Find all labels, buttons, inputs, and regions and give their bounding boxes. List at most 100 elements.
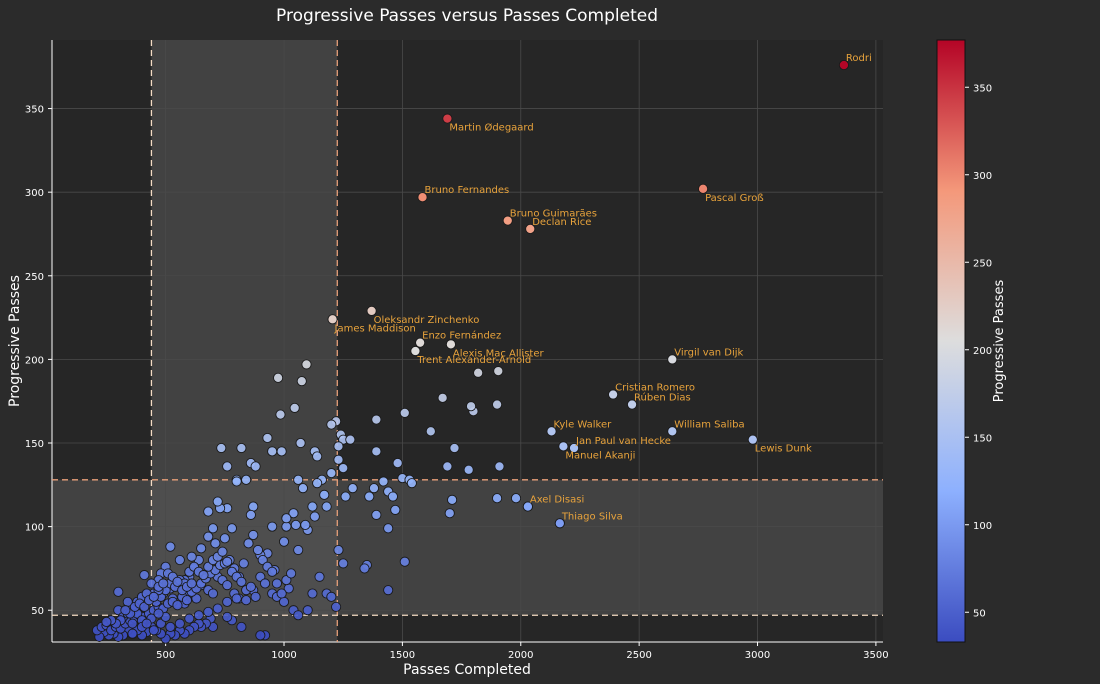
data-point-labeled [502,215,513,226]
data-point [186,551,197,562]
data-point [203,506,214,517]
point-label: Declan Rice [532,217,591,228]
data-point [312,478,323,489]
point-label: Enzo Fernández [422,330,501,342]
data-point [442,461,453,472]
data-point [392,458,403,469]
colorbar-tick-label: 100 [973,521,992,532]
y-tick-label: 300 [25,188,44,199]
data-point [196,543,207,554]
data-point [295,437,306,449]
data-point [238,558,249,569]
data-point [275,409,286,420]
data-point [307,588,318,599]
data-point [113,586,124,597]
data-point [347,483,358,494]
data-point [231,476,242,487]
data-point [289,402,300,413]
data-point [174,555,185,566]
y-tick-label: 100 [25,523,44,534]
data-point [212,496,223,507]
data-point [314,571,325,582]
data-point [312,451,323,462]
data-point [222,596,233,607]
data-point [139,570,150,581]
data-point [492,493,503,504]
data-point [297,483,309,494]
x-tick-label: 2000 [508,650,533,661]
y-tick-label: 250 [25,272,44,283]
data-point [255,630,266,641]
data-point-labeled [626,399,638,410]
data-point [248,529,259,541]
x-tick-label: 1500 [390,650,415,661]
data-point [241,474,252,485]
data-point [383,523,394,534]
data-point [387,491,398,502]
data-point [449,442,460,454]
data-point [172,600,183,611]
data-point [158,578,169,589]
data-point [127,628,138,639]
data-point [248,501,259,512]
data-point [406,478,417,489]
point-label: Thiago Silva [561,511,623,522]
x-axis-label: Passes Completed [403,662,531,678]
data-point [463,464,474,475]
data-point [281,521,292,532]
colorbar-tick-label: 250 [973,258,992,269]
data-point [267,446,278,457]
data-point-labeled [838,60,849,71]
data-point-labeled [410,345,421,357]
point-label: Alexis Mac Allister [453,348,545,359]
data-point [245,581,256,592]
data-point [210,538,221,549]
x-tick-label: 500 [156,650,175,661]
point-label: James Maddison [334,323,416,334]
colorbar-tick-label: 350 [973,83,992,94]
point-label: Rúben Dias [634,392,691,404]
colorbar-tick-label: 150 [973,433,992,444]
data-point-labeled [568,442,580,454]
data-point [333,454,344,465]
data-point [319,489,330,500]
data-point [345,434,356,445]
data-point [444,508,455,519]
data-point [262,432,273,444]
data-point-labeled [554,518,565,529]
y-tick-label: 200 [25,355,44,366]
data-point [148,591,159,602]
x-tick-label: 2500 [626,650,651,661]
data-point [127,618,138,629]
data-point [278,536,290,547]
data-point [378,476,389,487]
data-point [494,461,505,472]
data-point [250,591,261,602]
data-point [198,570,209,581]
data-point [153,608,164,619]
data-point [174,618,185,629]
data-point [390,504,401,515]
data-point [141,618,152,629]
data-point [165,621,176,633]
data-point [245,509,256,520]
data-point [165,541,176,552]
point-label: Trent Alexander-Arnold [416,355,531,366]
point-label: Martin Ødegaard [449,122,533,134]
data-point [492,399,503,410]
data-point [437,392,448,403]
data-point [203,606,214,617]
chart-title: Progressive Passes versus Passes Complet… [276,6,658,26]
data-point [252,544,264,556]
data-point [267,566,278,577]
x-tick-label: 3000 [745,650,770,661]
data-point [331,601,342,612]
data-point [276,446,287,457]
data-point-labeled [522,501,533,512]
data-point [212,603,223,614]
data-point [276,588,287,599]
point-label: Cristian Romero [615,383,695,394]
y-axis-label: Progressive Passes [7,275,23,407]
data-point-labeled [608,389,619,400]
